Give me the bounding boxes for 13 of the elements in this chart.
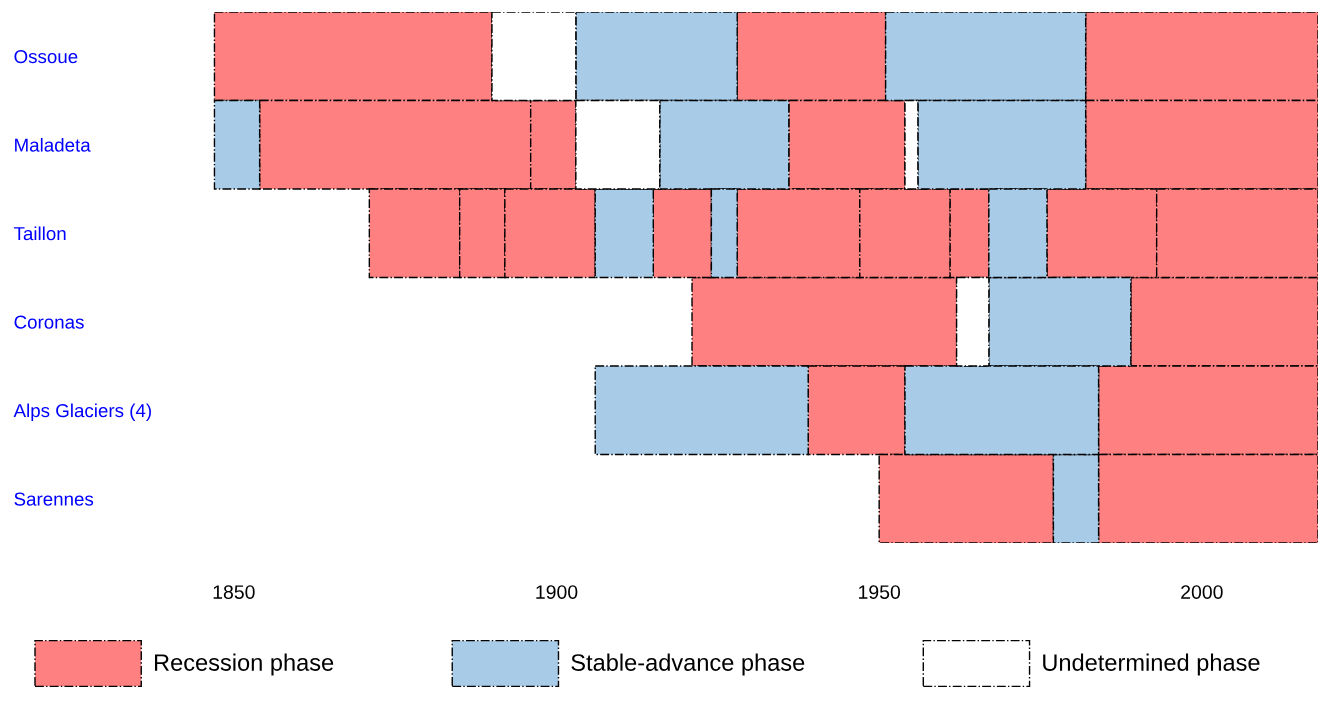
y-tick-label: Coronas [14, 315, 84, 329]
x-tick-label: 1950 [859, 585, 901, 599]
x-tick-label: 1850 [213, 585, 255, 599]
y-tick-label: Taillon [13, 226, 66, 241]
y-tick-label: Sarennes [14, 492, 94, 506]
y-tick-label: Maladeta [15, 137, 91, 152]
legend-label: Stable-advance phase [571, 653, 805, 676]
x-tick-label: 2000 [1181, 585, 1223, 599]
x-tick-label: 1900 [536, 585, 578, 599]
legend-label: Recession phase [154, 653, 334, 676]
y-tick-label: Alps Glaciers (4) [13, 403, 151, 421]
y-tick-label: Ossoue [14, 49, 78, 64]
legend-label: Undetermined phase [1043, 653, 1260, 676]
